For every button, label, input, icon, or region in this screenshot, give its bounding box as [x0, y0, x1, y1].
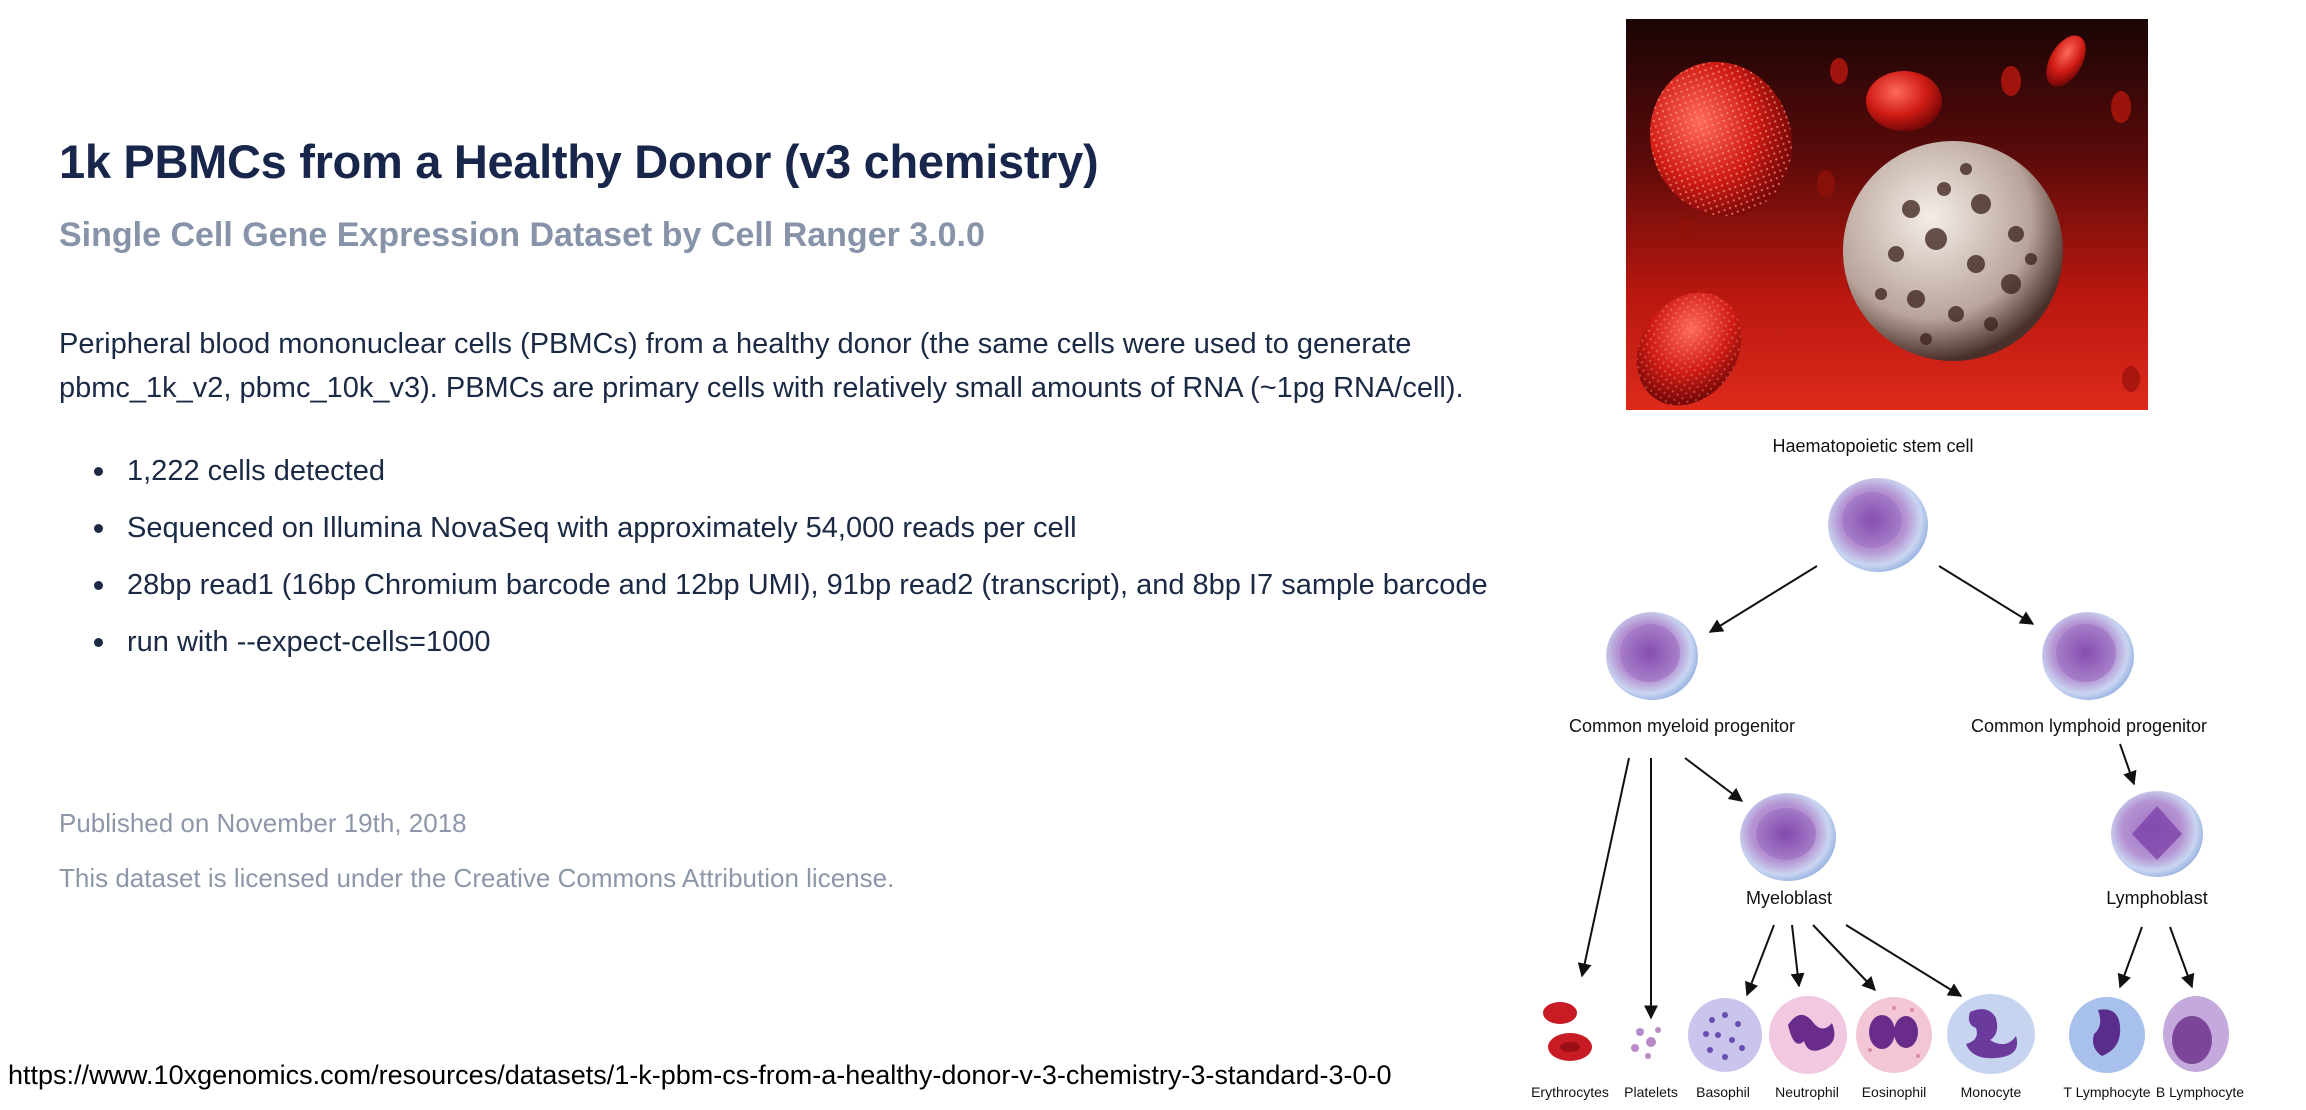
label-monocyte: Monocyte	[1960, 1084, 2022, 1100]
b-lymphocyte-icon	[2163, 996, 2229, 1072]
label-platelets: Platelets	[1624, 1084, 1678, 1100]
label-lymphoblast: Lymphoblast	[2106, 888, 2208, 908]
diagram-graphics	[1543, 478, 2229, 1074]
published-date: Published on November 19th, 2018	[59, 808, 467, 838]
blood-cells-image	[1626, 19, 2148, 410]
label-myeloid-progenitor: Common myeloid progenitor	[1568, 716, 1796, 736]
monocyte-icon	[1947, 994, 2035, 1074]
list-item: run with --expect-cells=1000	[94, 620, 1527, 664]
list-item: Sequenced on Illumina NovaSeq with appro…	[94, 506, 1527, 550]
haematopoiesis-diagram: Haematopoietic stem cell Common myeloid …	[1520, 420, 2306, 1110]
dataset-description: Peripheral blood mononuclear cells (PBMC…	[59, 328, 1464, 404]
erythrocytes-icon	[1543, 1002, 1592, 1061]
page-subtitle: Single Cell Gene Expression Dataset by C…	[59, 216, 985, 254]
label-lymphoid-progenitor: Common lymphoid progenitor	[1970, 716, 2208, 736]
blood-cells-illustration	[1636, 35, 2140, 406]
eosinophil-icon	[1856, 997, 1932, 1073]
t-lymphocyte-icon	[2069, 997, 2145, 1073]
label-eosinophil: Eosinophil	[1861, 1084, 1927, 1100]
label-basophil: Basophil	[1696, 1084, 1750, 1100]
label-stem-cell: Haematopoietic stem cell	[1772, 436, 1974, 456]
list-item: 1,222 cells detected	[94, 449, 1527, 493]
label-t-lymphocyte: T Lymphocyte	[2063, 1084, 2151, 1100]
label-myeloblast: Myeloblast	[1745, 888, 1833, 908]
dataset-details-list: 1,222 cells detected Sequenced on Illumi…	[59, 449, 1527, 677]
label-neutrophil: Neutrophil	[1775, 1084, 1839, 1100]
page-title: 1k PBMCs from a Healthy Donor (v3 chemis…	[59, 135, 1099, 188]
label-b-lymphocyte: B Lymphocyte	[2155, 1084, 2245, 1100]
basophil-icon	[1688, 998, 1762, 1072]
license-text: This dataset is licensed under the Creat…	[59, 863, 895, 893]
label-erythrocytes: Erythrocytes	[1531, 1084, 1609, 1100]
status-url: https://www.10xgenomics.com/resources/da…	[0, 1052, 1400, 1098]
neutrophil-icon	[1769, 996, 1847, 1074]
list-item: 28bp read1 (16bp Chromium barcode and 12…	[94, 563, 1527, 607]
platelets-icon	[1631, 1027, 1661, 1059]
